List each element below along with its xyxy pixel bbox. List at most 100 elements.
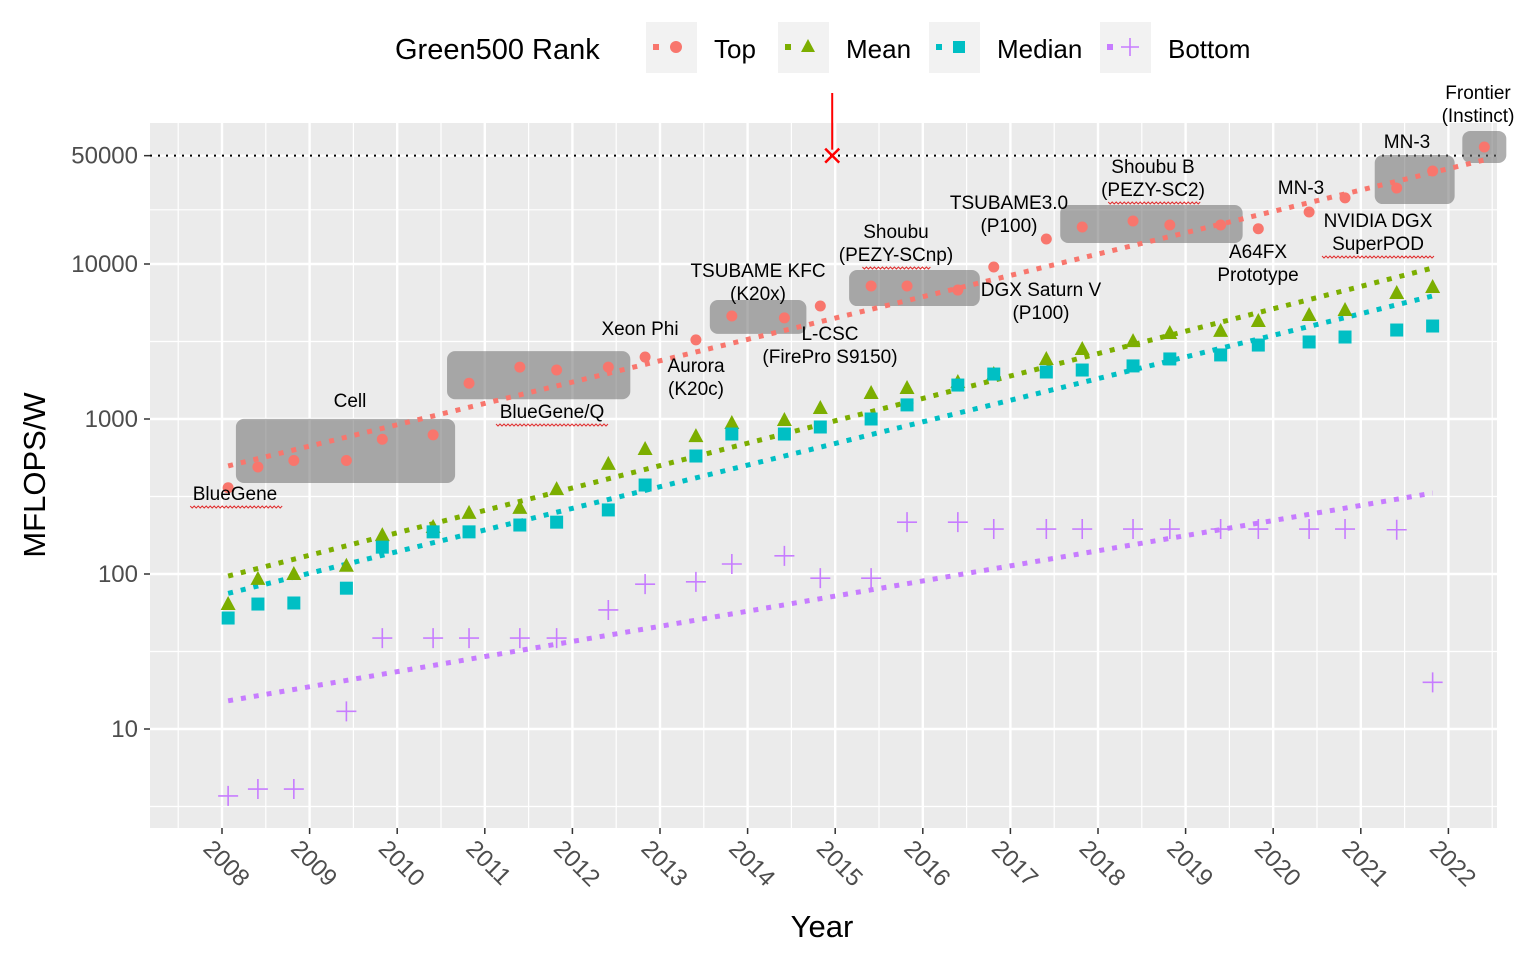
point-bottom — [283, 779, 304, 800]
y-tick-label: 10000 — [71, 251, 138, 278]
plus-mark — [459, 628, 480, 649]
plus-mark — [1299, 519, 1320, 540]
point-top — [288, 454, 300, 466]
y-tick-label: 10 — [111, 716, 138, 743]
point-median — [601, 503, 615, 517]
plus-mark — [218, 785, 239, 806]
spellcheck-underline — [1321, 255, 1435, 259]
annotation-label: TSUBAME KFC (K20x) — [690, 261, 825, 305]
point-top — [901, 280, 913, 292]
annotation-label: Cell — [334, 391, 367, 412]
point-bottom — [509, 628, 530, 649]
point-median — [1302, 335, 1316, 349]
red-x-marker — [824, 147, 841, 164]
highlight-box — [1374, 155, 1455, 205]
annotation-label: Shoubu (PEZY-SCnp) — [839, 222, 953, 266]
annotation-label: MN-3 — [1278, 178, 1324, 199]
legend-item-mean: Mean — [778, 22, 911, 73]
point-top — [1427, 165, 1439, 177]
point-median — [1251, 338, 1265, 352]
point-bottom — [897, 512, 918, 533]
x-tick-label: 2020 — [1249, 835, 1306, 892]
point-top — [1040, 233, 1052, 245]
legend-key-marker — [670, 41, 682, 53]
point-bottom — [1036, 519, 1057, 540]
point-mean — [637, 441, 653, 456]
annotation-line: (K20c) — [668, 379, 724, 400]
plus-mark — [635, 574, 656, 595]
plus-mark — [546, 628, 567, 649]
legend-title: Green500 Rank — [395, 34, 600, 66]
plus-mark — [1072, 519, 1093, 540]
point-top — [690, 334, 702, 346]
point-top — [514, 361, 526, 373]
point-median — [1163, 352, 1177, 366]
legend-key-dash — [785, 44, 791, 50]
y-tick-label: 1000 — [85, 406, 138, 433]
x-tick-label: 2011 — [461, 835, 517, 891]
annotation-line: BlueGene — [193, 484, 278, 505]
annotation-line: MN-3 — [1384, 132, 1430, 153]
trend-line-bottom — [227, 490, 1434, 704]
annotation-label: L-CSC (FirePro S9150) — [762, 324, 897, 368]
plus-mark — [1386, 519, 1407, 540]
plus-mark — [721, 554, 742, 575]
point-bottom — [721, 554, 742, 575]
x-tick-label: 2019 — [1161, 835, 1218, 892]
plus-mark — [283, 779, 304, 800]
point-mean — [1038, 350, 1054, 365]
y-tick-label: 100 — [98, 561, 138, 588]
point-top — [988, 261, 1000, 273]
x-tick-label: 2012 — [548, 835, 605, 892]
plus-mark — [685, 571, 706, 592]
point-bottom — [247, 779, 268, 800]
highlight-box — [709, 299, 807, 334]
plus-mark — [1248, 519, 1269, 540]
annotation-line: MN-3 — [1278, 178, 1324, 199]
point-median — [900, 398, 914, 412]
x-tick-label: 2018 — [1074, 835, 1131, 892]
annotation-line: (P100) — [980, 216, 1037, 237]
point-top — [865, 280, 877, 292]
plus-mark — [423, 628, 444, 649]
point-bottom — [635, 574, 656, 595]
point-bottom — [983, 519, 1004, 540]
point-top — [1252, 223, 1264, 235]
point-median — [1426, 319, 1440, 333]
point-mean — [286, 566, 302, 580]
point-mean — [812, 399, 828, 414]
highlight-box — [1060, 205, 1243, 243]
x-tick-label: 2022 — [1424, 835, 1481, 892]
legend-item-bottom: Bottom — [1100, 22, 1250, 73]
point-mean — [1074, 340, 1090, 355]
legend-key-marker — [953, 41, 965, 53]
point-bottom — [774, 545, 795, 566]
point-top — [1339, 192, 1351, 204]
plus-mark — [861, 568, 882, 589]
x-tick-label: 2009 — [285, 835, 342, 892]
highlight-box — [447, 351, 631, 400]
point-median — [689, 449, 703, 463]
annotation-line: Prototype — [1217, 265, 1298, 286]
legend-label: Median — [997, 34, 1082, 64]
point-mean — [724, 415, 740, 430]
plus-mark — [1210, 519, 1231, 540]
annotation-label: MN-3 — [1384, 132, 1430, 153]
annotation-line: Xeon Phi — [601, 319, 678, 340]
annotation-line: (P100) — [1012, 303, 1069, 324]
point-mean — [1250, 312, 1266, 327]
plus-mark — [897, 512, 918, 533]
point-bottom — [1422, 672, 1443, 693]
highlight-box — [235, 418, 456, 484]
point-median — [375, 540, 389, 554]
point-top — [427, 429, 439, 441]
point-top — [639, 351, 651, 363]
annotation-line: DGX Saturn V — [981, 280, 1102, 301]
point-mean — [863, 384, 879, 399]
x-tick-label: 2021 — [1337, 835, 1394, 892]
plus-mark — [1159, 519, 1180, 540]
point-median — [1039, 365, 1053, 379]
point-bottom — [1335, 519, 1356, 540]
point-bottom — [861, 568, 882, 589]
annotation-label: BlueGene/Q — [500, 402, 605, 423]
